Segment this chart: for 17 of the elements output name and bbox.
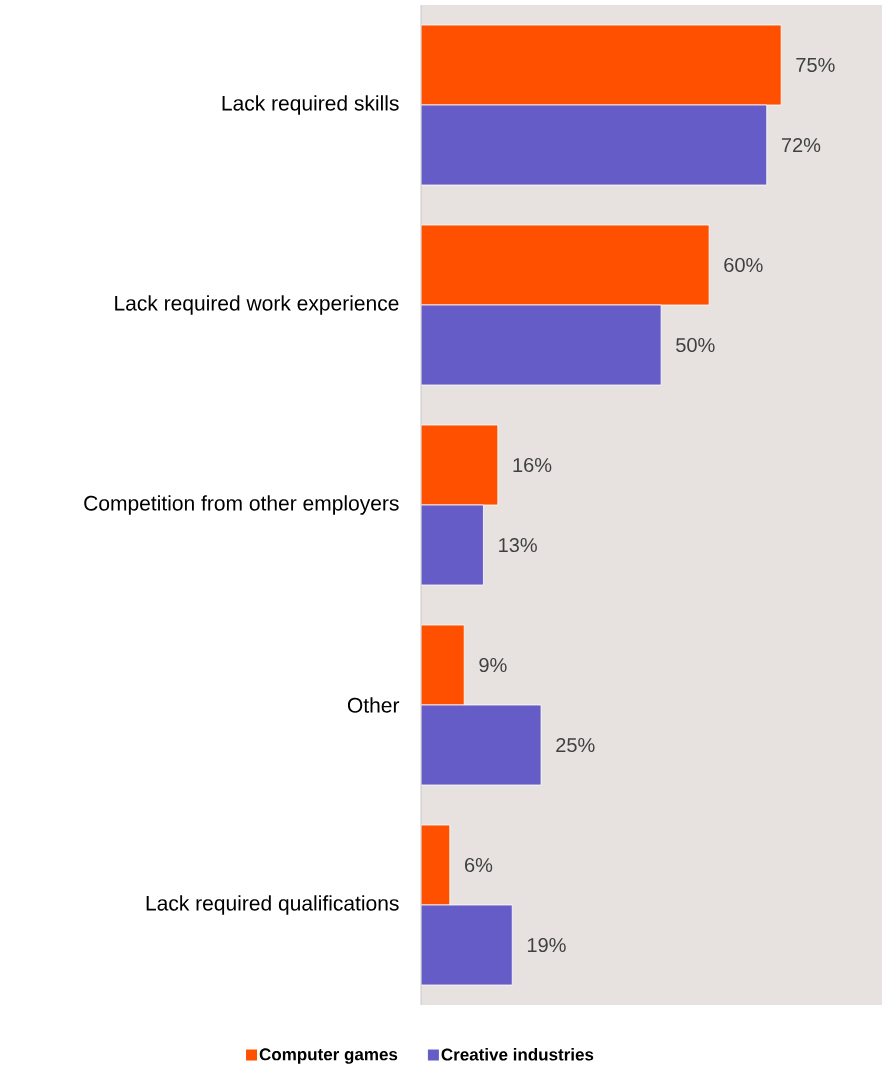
data-label: 13% [499, 537, 537, 553]
data-label: 72% [781, 137, 821, 153]
data-label: 9% [479, 657, 507, 673]
y-tick-label: Lack required skills [222, 95, 399, 115]
y-tick-label: Lack required work experience [115, 295, 399, 315]
legend-label: Creative industries [441, 1048, 594, 1061]
data-label: 50% [676, 337, 715, 353]
data-label: 25% [556, 737, 595, 753]
y-tick-label: Lack required qualifications [146, 895, 399, 915]
y-tick-label: Other [347, 697, 400, 713]
data-label: 6% [465, 857, 493, 873]
data-label: 19% [527, 937, 566, 953]
data-label: 75% [796, 57, 835, 73]
legend-label: Computer games [259, 1048, 398, 1064]
y-tick-label: Competition from other employers [84, 495, 399, 515]
data-label: 16% [513, 457, 552, 473]
data-label: 60% [724, 257, 763, 273]
